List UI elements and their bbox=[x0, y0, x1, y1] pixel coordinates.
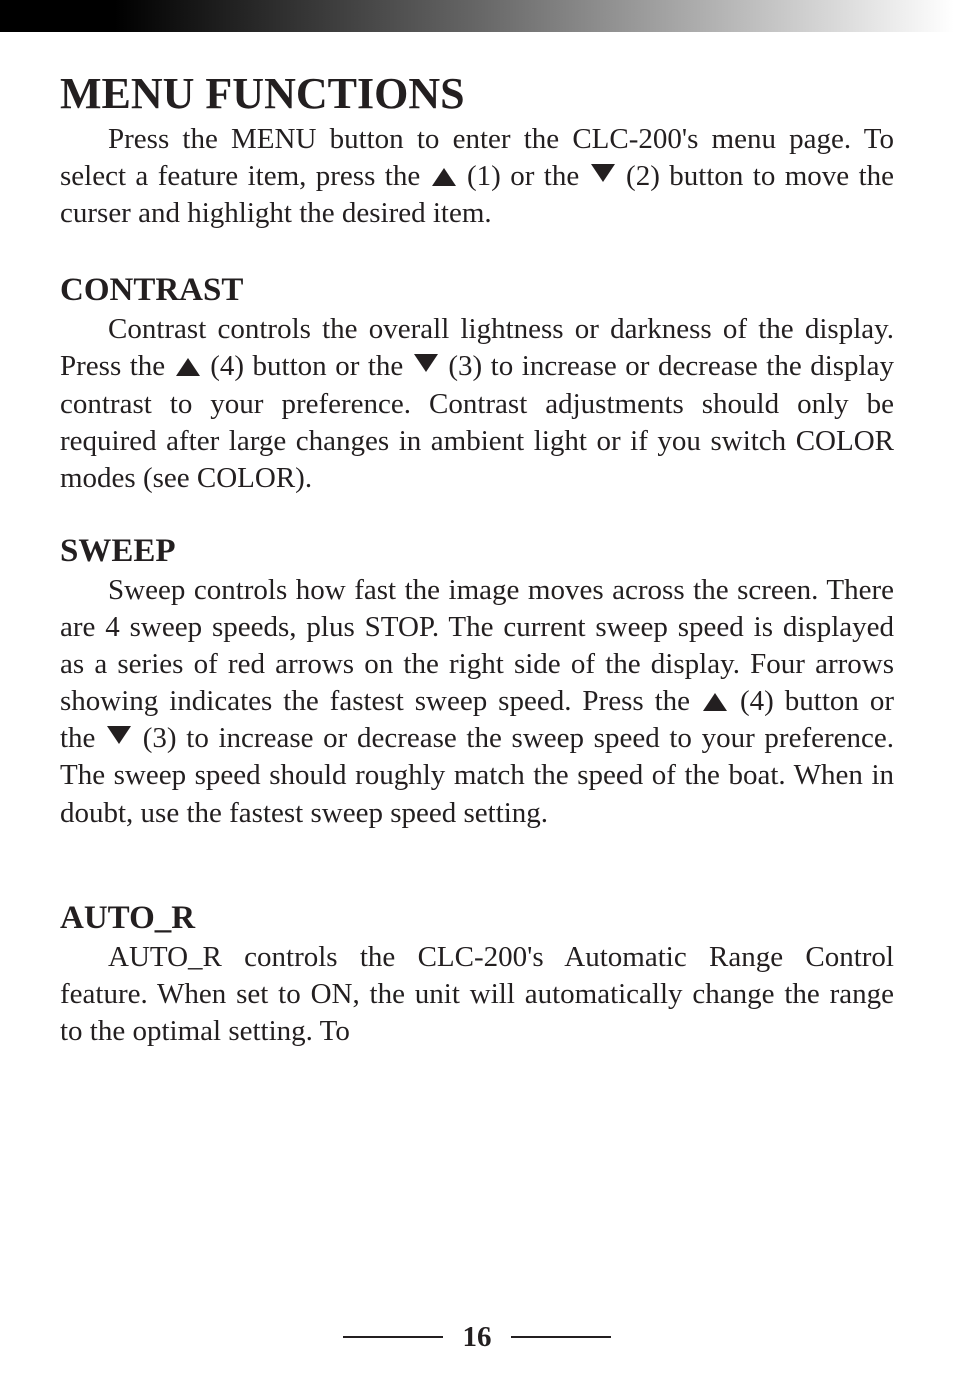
contrast-title: CONTRAST bbox=[60, 272, 894, 309]
intro-paragraph: Press the MENU button to enter the CLC-2… bbox=[60, 121, 894, 232]
arrow-down-icon bbox=[414, 354, 438, 372]
arrow-up-icon bbox=[703, 693, 727, 711]
main-title: MENU FUNCTIONS bbox=[60, 68, 894, 119]
page-footer: 16 bbox=[0, 1319, 954, 1354]
contrast-text-mid1: (4) button or the bbox=[202, 350, 412, 382]
footer-rule-left bbox=[343, 1336, 443, 1338]
page-number: 16 bbox=[463, 1321, 492, 1353]
sweep-section: SWEEP Sweep controls how fast the image … bbox=[60, 533, 894, 832]
autor-text: AUTO_R controls the CLC-200's Automatic … bbox=[60, 941, 894, 1047]
gradient-top-bar bbox=[0, 0, 954, 32]
sweep-text-mid2: (3) to increase or decrease the sweep sp… bbox=[60, 722, 894, 828]
contrast-section: CONTRAST Contrast controls the overall l… bbox=[60, 272, 894, 497]
sweep-title: SWEEP bbox=[60, 533, 894, 570]
intro-text-mid1: (1) or the bbox=[458, 160, 589, 192]
contrast-body: Contrast controls the overall lightness … bbox=[60, 311, 894, 497]
sweep-body: Sweep controls how fast the image moves … bbox=[60, 572, 894, 832]
autor-section: AUTO_R AUTO_R controls the CLC-200's Aut… bbox=[60, 900, 894, 1050]
arrow-down-icon bbox=[591, 164, 615, 182]
footer-rule-right bbox=[511, 1336, 611, 1338]
autor-body: AUTO_R controls the CLC-200's Automatic … bbox=[60, 939, 894, 1050]
autor-title: AUTO_R bbox=[60, 900, 894, 937]
arrow-up-icon bbox=[176, 358, 200, 376]
arrow-up-icon bbox=[432, 168, 456, 186]
page-content: MENU FUNCTIONS Press the MENU button to … bbox=[0, 32, 954, 1050]
arrow-down-icon bbox=[107, 726, 131, 744]
